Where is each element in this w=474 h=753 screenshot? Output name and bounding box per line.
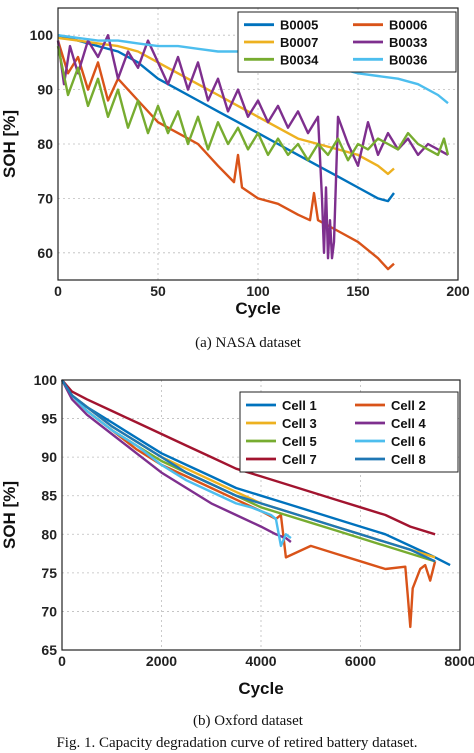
figure-caption: Fig. 1. Capacity degradation curve of re… bbox=[56, 735, 417, 751]
series-line-cell-8 bbox=[60, 379, 436, 563]
plot-frame bbox=[61, 379, 461, 651]
x-tick-label: 200 bbox=[446, 283, 470, 299]
series-line-b0007 bbox=[57, 36, 395, 176]
x-tick-label: 2000 bbox=[146, 653, 177, 669]
legend-label: B0033 bbox=[389, 35, 427, 50]
y-tick-label: 90 bbox=[41, 449, 57, 465]
x-tick-label: 8000 bbox=[444, 653, 474, 669]
series-line-cell-2 bbox=[60, 379, 437, 629]
legend-label: Cell 1 bbox=[282, 398, 317, 413]
y-axis-label: SOH [%] bbox=[0, 481, 19, 549]
tick-labels: 0 2000 4000 6000 8000 65 70 75 80 85 90 95 100 bbox=[34, 372, 474, 669]
y-tick-label: 75 bbox=[41, 565, 57, 581]
series-line-b0006 bbox=[56, 40, 395, 271]
series-line-b0034 bbox=[56, 45, 450, 162]
y-tick-label: 70 bbox=[41, 603, 57, 619]
y-tick-label: 100 bbox=[34, 372, 58, 388]
y-tick-label: 100 bbox=[30, 27, 54, 43]
y-tick-label: 85 bbox=[41, 488, 57, 504]
x-tick-label: 150 bbox=[346, 283, 370, 299]
legend: B0005 B0006 B0007 B0033 B0034 B0036 bbox=[237, 11, 457, 73]
x-tick-label: 6000 bbox=[345, 653, 376, 669]
legend-box bbox=[237, 11, 457, 73]
y-tick-label: 60 bbox=[37, 245, 53, 261]
legend-label: Cell 5 bbox=[282, 434, 317, 449]
y-tick-label: 70 bbox=[37, 190, 53, 206]
series-line-cell-1 bbox=[60, 379, 451, 567]
y-tick-label: 65 bbox=[41, 642, 57, 658]
legend-label: Cell 2 bbox=[391, 398, 426, 413]
legend-label: B0007 bbox=[280, 35, 318, 50]
series-line-cell-4 bbox=[60, 379, 292, 543]
legend-label: Cell 3 bbox=[282, 416, 317, 431]
chart-panel-nasa: 0 50 100 150 200 60 70 80 90 100 Cycle SOH [%] B0… bbox=[0, 7, 470, 351]
y-axis-label: SOH [%] bbox=[0, 110, 19, 178]
y-tick-label: 80 bbox=[37, 136, 53, 152]
x-tick-label: 4000 bbox=[245, 653, 276, 669]
y-tick-label: 80 bbox=[41, 526, 57, 542]
legend-label: B0005 bbox=[280, 18, 318, 33]
plot-frame bbox=[57, 7, 459, 281]
y-tick-label: 90 bbox=[37, 82, 53, 98]
x-axis-label: Cycle bbox=[235, 299, 280, 318]
legend-label: Cell 8 bbox=[391, 452, 426, 467]
legend-label: B0006 bbox=[389, 18, 427, 33]
tick-labels: 0 50 100 150 200 60 70 80 90 100 bbox=[30, 27, 470, 299]
y-tick-label: 95 bbox=[41, 411, 57, 427]
legend-box bbox=[239, 391, 459, 473]
series-line-cell-6 bbox=[60, 379, 292, 548]
x-tick-label: 50 bbox=[150, 283, 166, 299]
legend-label: Cell 7 bbox=[282, 452, 317, 467]
legend-label: Cell 6 bbox=[391, 434, 426, 449]
series-lines bbox=[60, 379, 451, 629]
legend: Cell 1 Cell 2 Cell 3 Cell 4 Cell 5 Cell 6 Cell… bbox=[239, 391, 459, 473]
legend-label: B0034 bbox=[280, 52, 319, 67]
x-axis-label: Cycle bbox=[238, 679, 283, 698]
x-tick-label: 100 bbox=[246, 283, 270, 299]
chart-panel-oxford: 0 2000 4000 6000 8000 65 70 75 80 85 90 95 100 Cycle… bbox=[0, 372, 474, 729]
legend-label: B0036 bbox=[389, 52, 427, 67]
series-line-cell-7 bbox=[61, 379, 436, 536]
x-tick-label: 0 bbox=[54, 283, 62, 299]
series-line-b0005 bbox=[57, 34, 395, 203]
legend-label: Cell 4 bbox=[391, 416, 426, 431]
panel-caption: (a) NASA dataset bbox=[195, 335, 302, 351]
x-tick-label: 0 bbox=[58, 653, 66, 669]
panel-caption: (b) Oxford dataset bbox=[193, 713, 304, 729]
series-line-b0033 bbox=[56, 34, 449, 260]
